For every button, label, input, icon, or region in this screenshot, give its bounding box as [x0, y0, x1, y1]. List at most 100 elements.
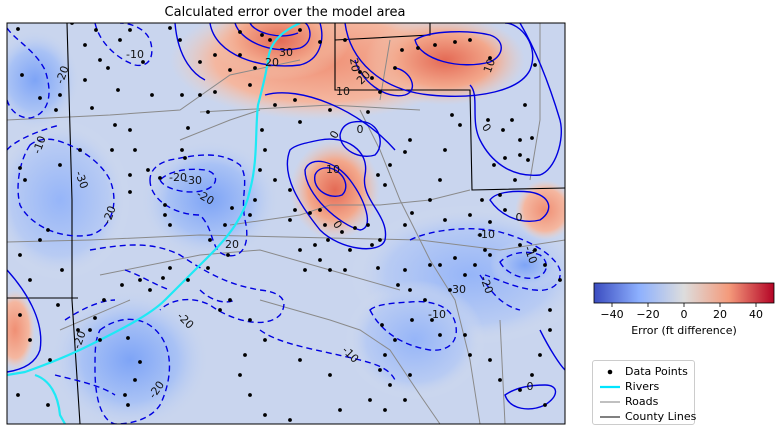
data-point — [133, 378, 137, 382]
data-point — [110, 148, 114, 152]
data-point — [383, 408, 387, 412]
data-point — [120, 283, 124, 287]
data-point — [526, 158, 530, 162]
data-point — [118, 38, 122, 42]
data-point — [238, 373, 242, 377]
data-point — [518, 243, 522, 247]
data-point — [492, 163, 496, 167]
data-point — [400, 48, 404, 52]
data-point — [288, 218, 292, 222]
data-point — [163, 213, 167, 217]
data-point — [410, 318, 414, 322]
data-point — [408, 288, 412, 292]
data-point — [238, 53, 242, 57]
legend-symbol — [607, 369, 613, 375]
map-frame — [6, 22, 566, 425]
data-point — [213, 53, 217, 57]
data-point — [126, 336, 130, 340]
data-point — [376, 266, 380, 270]
data-point — [468, 38, 472, 42]
data-point — [230, 206, 234, 210]
data-point — [518, 388, 522, 392]
data-point — [396, 283, 400, 287]
data-point — [163, 203, 167, 207]
legend-symbol — [600, 401, 620, 403]
data-point — [128, 190, 132, 194]
data-point — [448, 288, 452, 292]
data-point — [76, 328, 80, 332]
data-point — [533, 248, 537, 252]
data-point — [150, 93, 154, 97]
data-point — [38, 238, 42, 242]
legend-item: Data Points — [593, 365, 694, 379]
colorbar — [593, 282, 775, 307]
contour-lines-negative — [7, 23, 561, 424]
data-point — [228, 68, 232, 72]
data-point — [478, 233, 482, 237]
data-point — [253, 66, 257, 70]
data-point — [288, 418, 292, 422]
legend-symbol — [600, 416, 620, 418]
data-point — [380, 323, 384, 327]
data-point — [510, 118, 514, 122]
data-point — [503, 208, 507, 212]
data-point — [90, 106, 94, 110]
data-point — [503, 156, 507, 160]
data-point — [260, 33, 264, 37]
data-point — [328, 108, 332, 112]
data-point — [403, 268, 407, 272]
data-point — [293, 208, 297, 212]
data-point — [298, 358, 302, 362]
data-point — [543, 263, 547, 267]
data-point — [488, 220, 492, 224]
data-point — [206, 110, 210, 114]
data-point — [383, 183, 387, 187]
data-point — [326, 238, 330, 242]
legend-item: Rivers — [593, 380, 694, 394]
data-point — [430, 318, 434, 322]
legend-label: Roads — [625, 395, 659, 408]
data-point — [438, 178, 442, 182]
data-point — [403, 398, 407, 402]
data-point — [180, 148, 184, 152]
data-point — [88, 328, 92, 332]
data-point — [353, 226, 357, 230]
data-point — [393, 338, 397, 342]
data-point — [548, 328, 552, 332]
data-point — [298, 28, 302, 32]
data-point — [148, 288, 152, 292]
data-point — [366, 223, 370, 227]
contour-label: 20 — [347, 57, 362, 73]
data-point — [368, 398, 372, 402]
data-point — [303, 268, 307, 272]
colorbar-tick-label: −20 — [636, 308, 660, 321]
data-point — [323, 223, 327, 227]
data-point — [378, 238, 382, 242]
legend-symbol — [600, 385, 620, 389]
data-point — [248, 318, 252, 322]
contour-label: -10 — [521, 244, 539, 265]
contour-label: -20 — [169, 171, 187, 184]
data-point — [248, 213, 252, 217]
data-point — [438, 263, 442, 267]
data-point — [138, 278, 142, 282]
data-point — [93, 316, 97, 320]
data-point — [408, 373, 412, 377]
contour-label: 0 — [527, 380, 534, 393]
data-point — [538, 353, 542, 357]
data-point — [318, 40, 322, 44]
data-point — [18, 166, 22, 170]
data-point — [376, 173, 380, 177]
data-point — [378, 90, 382, 94]
colorbar-gradient — [594, 283, 774, 303]
contour-label: 10 — [481, 57, 498, 75]
data-point — [186, 126, 190, 130]
data-point — [60, 268, 64, 272]
colorbar-tick-label: 0 — [680, 308, 688, 321]
data-point — [403, 223, 407, 227]
data-point — [453, 256, 457, 260]
data-point — [186, 278, 190, 282]
data-point — [128, 128, 132, 132]
data-point — [20, 73, 24, 77]
data-point — [141, 60, 145, 64]
